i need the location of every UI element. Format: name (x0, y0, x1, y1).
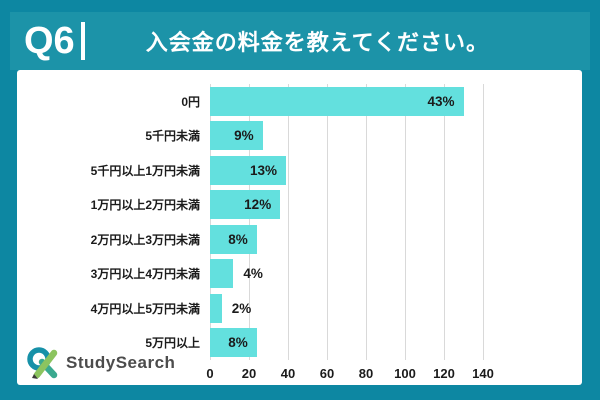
magnifier-ribbon-logo-icon (25, 345, 61, 381)
bar-row: 1万円以上2万円未満 12% (17, 188, 582, 223)
bar-track: 4% (210, 259, 570, 289)
x-tick-label: 140 (472, 366, 494, 381)
question-number: Q6 (24, 20, 75, 62)
grid-line (210, 84, 211, 360)
grid-line (327, 84, 328, 360)
bar (210, 259, 234, 289)
percent-label: 12% (244, 197, 272, 213)
category-label: 5千円以上1万円未満 (90, 163, 200, 178)
percent-label: 43% (427, 93, 455, 109)
percent-label: 13% (250, 162, 278, 178)
percent-label: 9% (234, 128, 254, 144)
bar-track: 12% (210, 190, 570, 220)
percent-label: 4% (243, 266, 263, 282)
category-label: 4万円以上5万円未満 (90, 301, 200, 316)
x-tick-label: 120 (433, 366, 455, 381)
header-divider (80, 22, 85, 60)
bar-row: 2万円以上3万円未満 8% (17, 222, 582, 257)
x-tick-label: 100 (394, 366, 416, 381)
category-label: 3万円以上4万円未満 (90, 267, 200, 282)
bar (210, 293, 222, 323)
chart-panel: 0円 43% 5千円未満 9% 5千円以上1万円未満 13% 1万円以上2万円未満 12% 2万… (17, 70, 582, 385)
bar-track: 13% (210, 155, 570, 185)
bar (210, 155, 287, 185)
header: Q6 入会金の料金を教えてください。 (10, 12, 590, 70)
chart-rows: 0円 43% 5千円未満 9% 5千円以上1万円未満 13% 1万円以上2万円未満 12% 2万… (17, 84, 582, 360)
grid-line (405, 84, 406, 360)
percent-label: 8% (228, 335, 248, 351)
grid-line (288, 84, 289, 360)
brand-logo: StudySearch (25, 345, 175, 381)
brand-name: StudySearch (66, 353, 176, 372)
category-label: 0円 (181, 94, 200, 109)
x-axis: 0 20 40 60 80 100 120 140 (206, 364, 493, 386)
bar (210, 121, 263, 151)
category-label: 5千円未満 (145, 129, 200, 144)
bar-track: 43% (210, 86, 570, 116)
bar-row: 0円 43% (17, 84, 582, 119)
x-tick-label: 0 (206, 366, 214, 381)
grid-line (249, 84, 250, 360)
bar-row: 3万円以上4万円未満 4% (17, 257, 582, 292)
grid-line (366, 84, 367, 360)
category-label: 2万円以上3万円未満 (90, 232, 200, 247)
chart-title: 入会金の料金を教えてください。 (145, 30, 489, 55)
chart-gridlines (210, 84, 484, 360)
bar (210, 86, 464, 116)
bar-track: 9% (210, 121, 570, 151)
bar-row: 5千円以上1万円未満 13% (17, 153, 582, 188)
bar-track: 8% (210, 328, 570, 358)
bar-track: 2% (210, 293, 570, 323)
x-tick-label: 40 (280, 366, 296, 381)
grid-line (483, 84, 484, 360)
bar-track: 8% (210, 224, 570, 254)
category-label: 5万円以上 (145, 336, 200, 351)
bar (210, 328, 257, 358)
percent-label: 2% (231, 300, 252, 316)
category-label: 1万円以上2万円未満 (90, 198, 200, 213)
x-tick-label: 20 (241, 366, 257, 381)
bar (210, 224, 257, 254)
bar-row: 5千円未満 9% (17, 119, 582, 154)
x-tick-label: 80 (358, 366, 374, 381)
x-tick-label: 60 (319, 366, 335, 381)
bar-row: 4万円以上5万円未満 2% (17, 291, 582, 326)
percent-label: 8% (228, 231, 248, 247)
bar (210, 190, 281, 220)
bar-row: 5万円以上 8% (17, 326, 582, 361)
grid-line (444, 84, 445, 360)
